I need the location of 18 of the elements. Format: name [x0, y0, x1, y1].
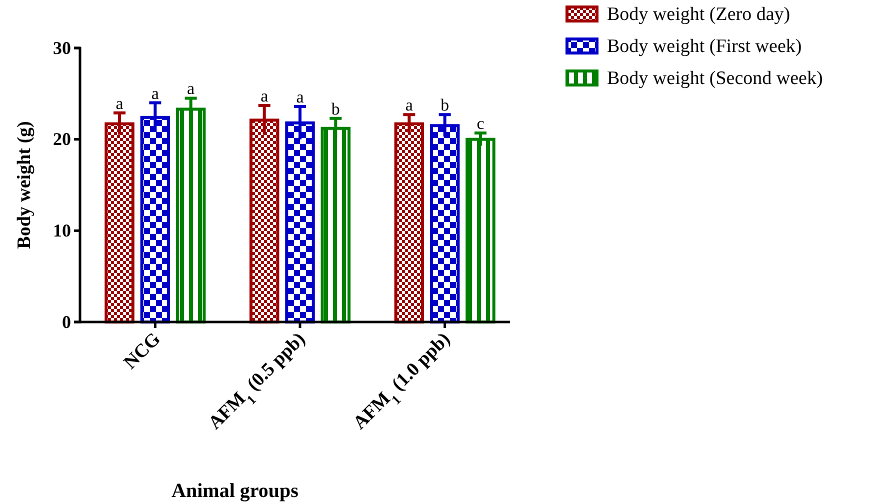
y-tick-label: 0 [62, 312, 71, 332]
x-axis-title: Animal groups [172, 480, 299, 502]
data-label: c [476, 114, 485, 133]
legend-label: Body weight (First week) [607, 36, 802, 57]
data-label: a [405, 96, 414, 115]
legend-label: Body weight (Zero day) [607, 4, 790, 25]
data-label: b [331, 99, 340, 118]
data-label: a [116, 94, 124, 113]
y-tick-label: 30 [53, 38, 71, 58]
y-axis-title: Body weight (g) [14, 121, 35, 249]
y-tick-label: 10 [53, 220, 71, 240]
data-label: a [187, 79, 196, 98]
y-tick-label: 20 [53, 129, 71, 150]
data-label: a [260, 86, 269, 106]
data-label: a [296, 87, 304, 106]
data-label: a [151, 84, 160, 103]
data-label: b [440, 96, 450, 115]
legend-label: Body weight (Second week) [607, 68, 823, 89]
